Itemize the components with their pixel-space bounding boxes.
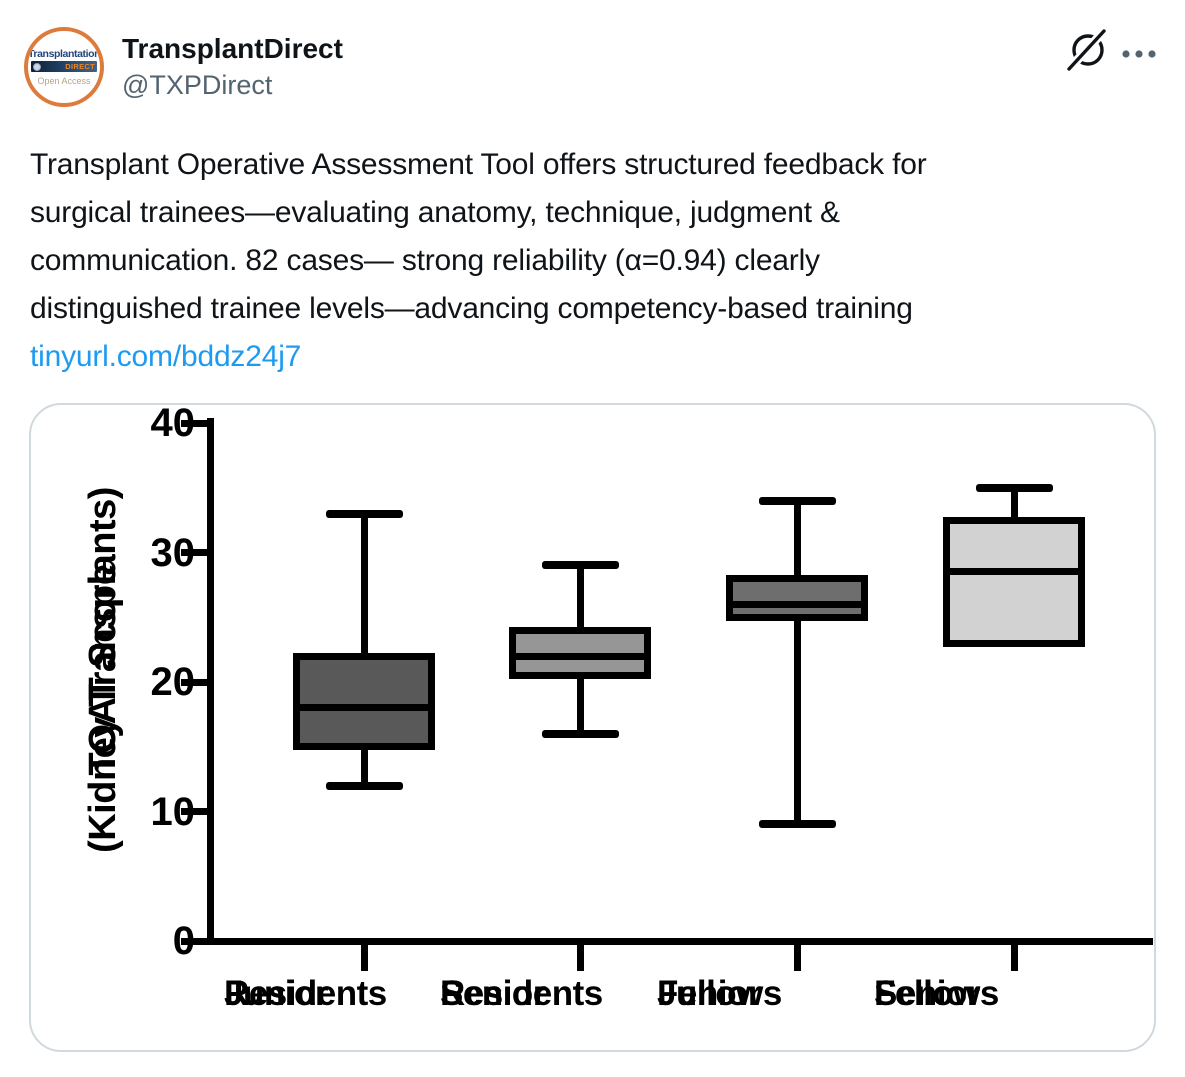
- box-iqr: [726, 574, 868, 621]
- y-axis-tick: [181, 808, 207, 815]
- x-axis-tick: [793, 944, 801, 971]
- y-axis-tick-label: 40: [150, 403, 196, 445]
- y-axis-tick: [181, 678, 207, 686]
- box-median-line: [726, 600, 868, 608]
- tweet-link[interactable]: tinyurl.com/bddz24j7: [30, 340, 302, 373]
- tweet-text: Transplant Operative Assessment Tool off…: [30, 141, 1160, 381]
- x-axis-label: Senior Residents: [440, 972, 720, 1050]
- grok-icon[interactable]: [1066, 28, 1110, 72]
- y-axis-tick-label: 30: [150, 530, 196, 575]
- x-axis-label: Senior Fellows: [874, 972, 1154, 1050]
- y-axis-tick-label: 10: [150, 789, 196, 834]
- x-axis-tick: [1010, 944, 1018, 971]
- tweet-line: distinguished trainee levels—advancing c…: [30, 292, 913, 325]
- y-axis-line: [207, 418, 214, 945]
- box-median-line: [943, 568, 1085, 576]
- avatar-logo-text: Transplantation: [28, 48, 101, 60]
- x-axis-label-line: Residents: [224, 974, 387, 1013]
- x-axis-label-line: Junior: [657, 974, 761, 1013]
- y-axis-tick: [181, 549, 207, 556]
- box-iqr: [943, 516, 1085, 647]
- box-median-line: [293, 704, 435, 712]
- x-axis-label-line: Senior: [440, 974, 546, 1013]
- x-axis-label-line: Fellows: [657, 974, 782, 1013]
- box-iqr: [293, 652, 435, 751]
- box-whisker-lower-cap: [541, 729, 619, 738]
- x-axis-tick: [576, 944, 584, 971]
- box-whisker-upper-cap: [758, 496, 836, 505]
- box-whisker-upper: [793, 500, 801, 579]
- box-whisker-lower: [793, 617, 801, 825]
- y-axis-tick-label: 20: [150, 660, 196, 704]
- avatar-open-access-text: Open Access: [37, 76, 91, 86]
- box-whisker-upper-cap: [541, 561, 619, 570]
- y-axis-tick-label: 0: [172, 919, 195, 963]
- x-axis-label-line: Junior: [224, 974, 328, 1013]
- tweet-line: surgical trainees—evaluating anatomy, te…: [30, 196, 840, 229]
- x-axis-tick: [360, 944, 368, 971]
- x-axis-label-line: Senior: [874, 974, 980, 1013]
- avatar[interactable]: Transplantation DIRECT Open Access: [24, 27, 104, 107]
- tweet-line: Transplant Operative Assessment Tool off…: [30, 148, 927, 181]
- box-whisker-lower-cap: [758, 820, 836, 829]
- tweet-line: communication. 82 cases— strong reliabil…: [30, 244, 820, 277]
- x-axis-label-line: Residents: [440, 974, 603, 1013]
- box-whisker-upper-cap: [325, 509, 403, 518]
- boxplot-chart: TOAT Score (Kidney Transplants) 0 10 20 30 40 J…: [31, 405, 1154, 1050]
- x-axis-label-line: Fellows: [874, 974, 999, 1013]
- y-axis-tick: [181, 419, 207, 427]
- x-axis-line: [207, 937, 1153, 945]
- box-median-line: [509, 652, 651, 660]
- more-options-icon[interactable]: [1118, 44, 1162, 64]
- box-whisker-upper: [360, 513, 368, 657]
- box-whisker-upper: [576, 565, 584, 631]
- box-whisker-lower-cap: [325, 781, 403, 790]
- box-whisker-lower: [576, 675, 584, 734]
- chart-image-card[interactable]: TOAT Score (Kidney Transplants) 0 10 20 30 40 J…: [29, 403, 1156, 1052]
- box-whisker-upper: [1010, 487, 1018, 521]
- x-axis-label: Junior Residents: [224, 972, 504, 1050]
- box-whisker-lower: [360, 746, 368, 786]
- x-axis-label: Junior Fellows: [657, 972, 937, 1050]
- avatar-logo-banner-text: DIRECT: [65, 62, 95, 71]
- avatar-logo-banner: DIRECT: [31, 61, 97, 72]
- account-handle[interactable]: @TXPDirect: [122, 70, 273, 100]
- box-whisker-upper-cap: [975, 483, 1053, 492]
- y-axis-tick: [181, 937, 207, 945]
- avatar-logo-dot-icon: [33, 62, 41, 71]
- account-name[interactable]: TransplantDirect: [122, 33, 343, 64]
